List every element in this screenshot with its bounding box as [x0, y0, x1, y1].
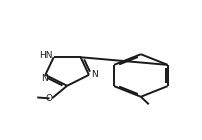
Text: HN: HN [39, 51, 53, 60]
Text: N: N [41, 74, 48, 83]
Text: N: N [91, 70, 98, 79]
Text: O: O [45, 94, 52, 103]
